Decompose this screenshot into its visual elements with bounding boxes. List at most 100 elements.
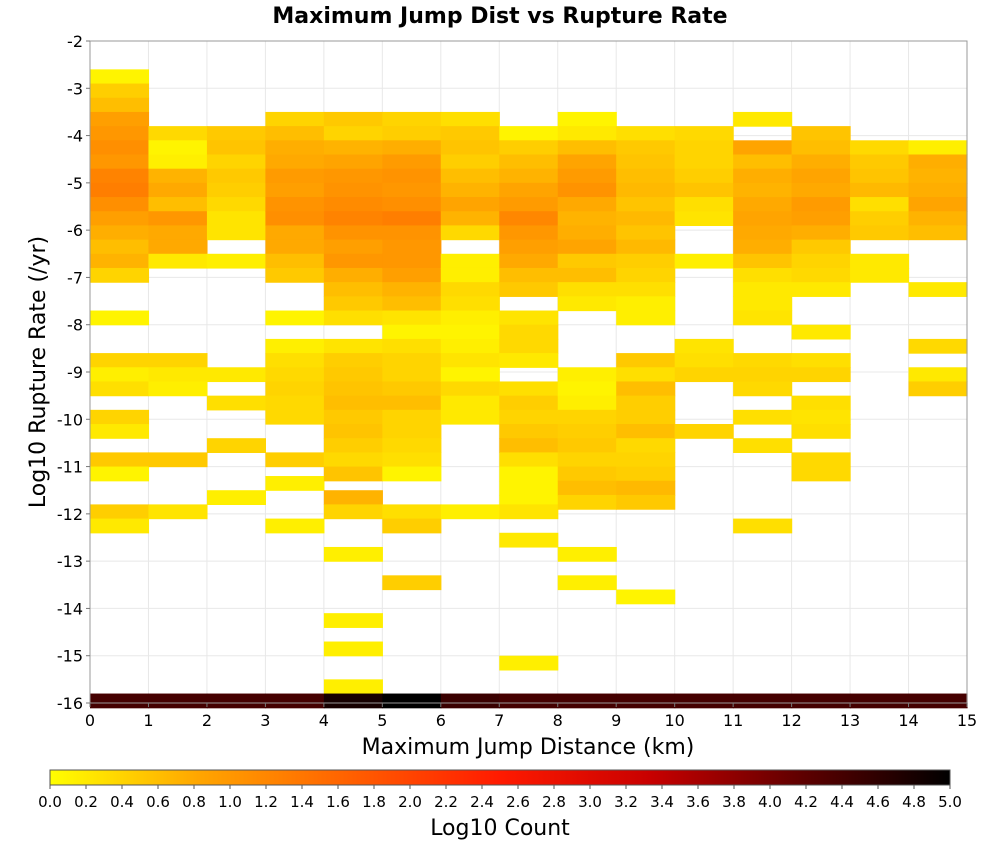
heatmap-cell [674,168,734,184]
heatmap-cell [557,494,617,510]
heatmap-cell [265,211,325,227]
colorbar-tick-label: 0.4 [110,793,134,811]
heatmap-cell [265,452,325,468]
heatmap-cell [791,140,851,156]
heatmap-cell [90,367,150,383]
heatmap-cell [557,111,617,127]
y-tick-label: -15 [57,647,83,666]
heatmap-cell [499,126,559,141]
heatmap-cell [791,239,851,255]
heatmap-cell [148,168,208,184]
heatmap-cell [616,211,676,227]
y-tick-label: -13 [57,552,83,571]
heatmap-cell [499,310,559,326]
heatmap-cell [850,182,910,198]
heatmap-cell [791,197,851,212]
heatmap-cell [616,494,676,510]
colorbar-tick-label: 4.0 [758,793,782,811]
heatmap-cell [499,324,559,340]
heatmap-cell [148,381,208,397]
heatmap-cell [382,182,442,198]
heatmap-cell [733,438,793,453]
heatmap-cell [382,282,442,297]
heatmap-cell [265,518,325,534]
heatmap-cell [733,140,793,156]
heatmap-cell [265,409,325,425]
heatmap-cell [791,168,851,184]
heatmap-cell [850,154,910,170]
heatmap-cell [382,575,442,591]
heatmap-cell [850,140,910,156]
x-tick-label: 6 [436,711,446,730]
heatmap-cell [616,296,676,312]
heatmap-cell [499,655,559,671]
heatmap-cell [499,225,559,241]
heatmap-cell [323,282,383,297]
heatmap-cell [557,296,617,312]
heatmap-cell [265,353,325,368]
heatmap-cell [440,154,500,170]
heatmap-cell [557,546,617,562]
heatmap-cell [616,239,676,255]
heatmap-cell [791,367,851,383]
heatmap-cell [733,211,793,227]
heatmap-cell [323,679,383,695]
heatmap-cell [616,438,676,453]
x-tick-label: 3 [260,711,270,730]
heatmap-cells [90,69,968,709]
heatmap-cell [499,395,559,411]
heatmap-cell [674,367,734,383]
heatmap-cell [90,310,150,326]
heatmap-cell [499,211,559,227]
heatmap-cell [499,182,559,198]
heatmap-cell [499,504,559,520]
colorbar-ticks: 0.0 0.2 0.4 0.6 0.8 1.0 1.2 1.4 1.6 1.8 2.0 2.2 2.4 2… [38,785,962,811]
heatmap-cell [206,168,266,184]
colorbar-tick-label: 3.4 [650,793,674,811]
heatmap-cell [499,424,559,439]
heatmap-cell [557,168,617,184]
heatmap-cell [791,466,851,482]
y-tick-label: -7 [67,268,83,287]
x-tick-label: 2 [202,711,212,730]
x-tick-label: 15 [957,711,977,730]
x-tick-label: 4 [319,711,329,730]
heatmap-cell [90,452,150,468]
heatmap-cell [616,693,676,709]
y-tick-label: -4 [67,127,83,146]
heatmap-cell [733,154,793,170]
heatmap-cell [90,353,150,368]
heatmap-cell [440,310,500,326]
heatmap-cell [265,168,325,184]
colorbar-tick-label: 4.6 [866,793,890,811]
heatmap-cell [323,381,383,397]
heatmap-cell [90,518,150,534]
heatmap-cell [148,239,208,255]
heatmap-cell [148,353,208,368]
heatmap-cell [499,168,559,184]
heatmap-cell [557,466,617,482]
heatmap-cell [265,338,325,354]
colorbar-tick-label: 0.8 [182,793,206,811]
heatmap-cell [265,310,325,326]
heatmap-cell [733,693,793,709]
heatmap-cell [733,296,793,312]
heatmap-cell [323,353,383,368]
heatmap-cell [674,693,734,709]
heatmap-cell [440,395,500,411]
heatmap-cell [206,253,266,269]
heatmap-cell [265,476,325,491]
heatmap-cell [382,367,442,383]
heatmap-cell [382,353,442,368]
heatmap-cell [850,267,910,283]
x-tick-label: 7 [494,711,504,730]
heatmap-cell [791,253,851,269]
heatmap-cell [791,267,851,283]
heatmap-cell [557,452,617,468]
colorbar-tick-label: 2.2 [434,793,458,811]
y-tick-label: -8 [67,316,83,335]
heatmap-cell [323,367,383,383]
heatmap-cell [323,197,383,212]
heatmap-cell [206,490,266,505]
heatmap-cell [382,154,442,170]
